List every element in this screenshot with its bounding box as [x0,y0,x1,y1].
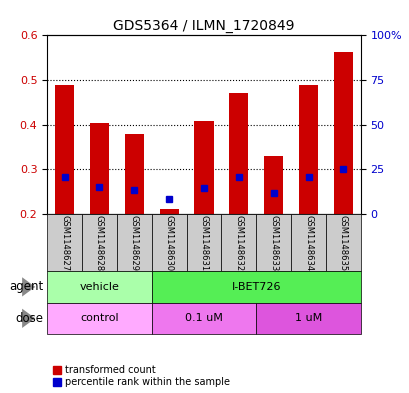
Bar [263,156,283,214]
Text: GSM1148634: GSM1148634 [303,215,312,271]
Bar [151,214,186,271]
Text: GSM1148630: GSM1148630 [164,215,173,271]
Text: GSM1148635: GSM1148635 [338,215,347,271]
Bar [221,214,256,271]
Text: GSM1148627: GSM1148627 [60,215,69,271]
Text: 0.1 uM: 0.1 uM [184,313,222,323]
Text: 1 uM: 1 uM [294,313,321,323]
Bar [47,271,151,303]
Bar [117,214,151,271]
Polygon shape [22,309,35,328]
Text: vehicle: vehicle [79,282,119,292]
Bar [159,209,178,214]
Text: agent: agent [9,280,43,294]
Bar [186,214,221,271]
Bar [256,214,290,271]
Bar [90,123,109,214]
Bar [151,303,256,334]
Text: GSM1148628: GSM1148628 [95,215,103,271]
Text: GSM1148632: GSM1148632 [234,215,243,271]
Text: control: control [80,313,119,323]
Bar [256,303,360,334]
Text: GSM1148629: GSM1148629 [130,215,138,271]
Text: dose: dose [15,312,43,325]
Bar [333,52,352,214]
Polygon shape [22,277,35,296]
Bar [194,121,213,214]
Bar [229,93,248,214]
Bar [124,134,144,214]
Text: GSM1148631: GSM1148631 [199,215,208,271]
Bar [151,271,360,303]
Bar [47,303,151,334]
Text: GSM1148633: GSM1148633 [269,215,277,271]
Bar [55,84,74,214]
Bar [290,214,325,271]
Legend: transformed count, percentile rank within the sample: transformed count, percentile rank withi… [52,364,230,388]
Bar [47,214,82,271]
Bar [82,214,117,271]
Title: GDS5364 / ILMN_1720849: GDS5364 / ILMN_1720849 [113,19,294,33]
Bar [298,84,317,214]
Text: I-BET726: I-BET726 [231,282,280,292]
Bar [325,214,360,271]
